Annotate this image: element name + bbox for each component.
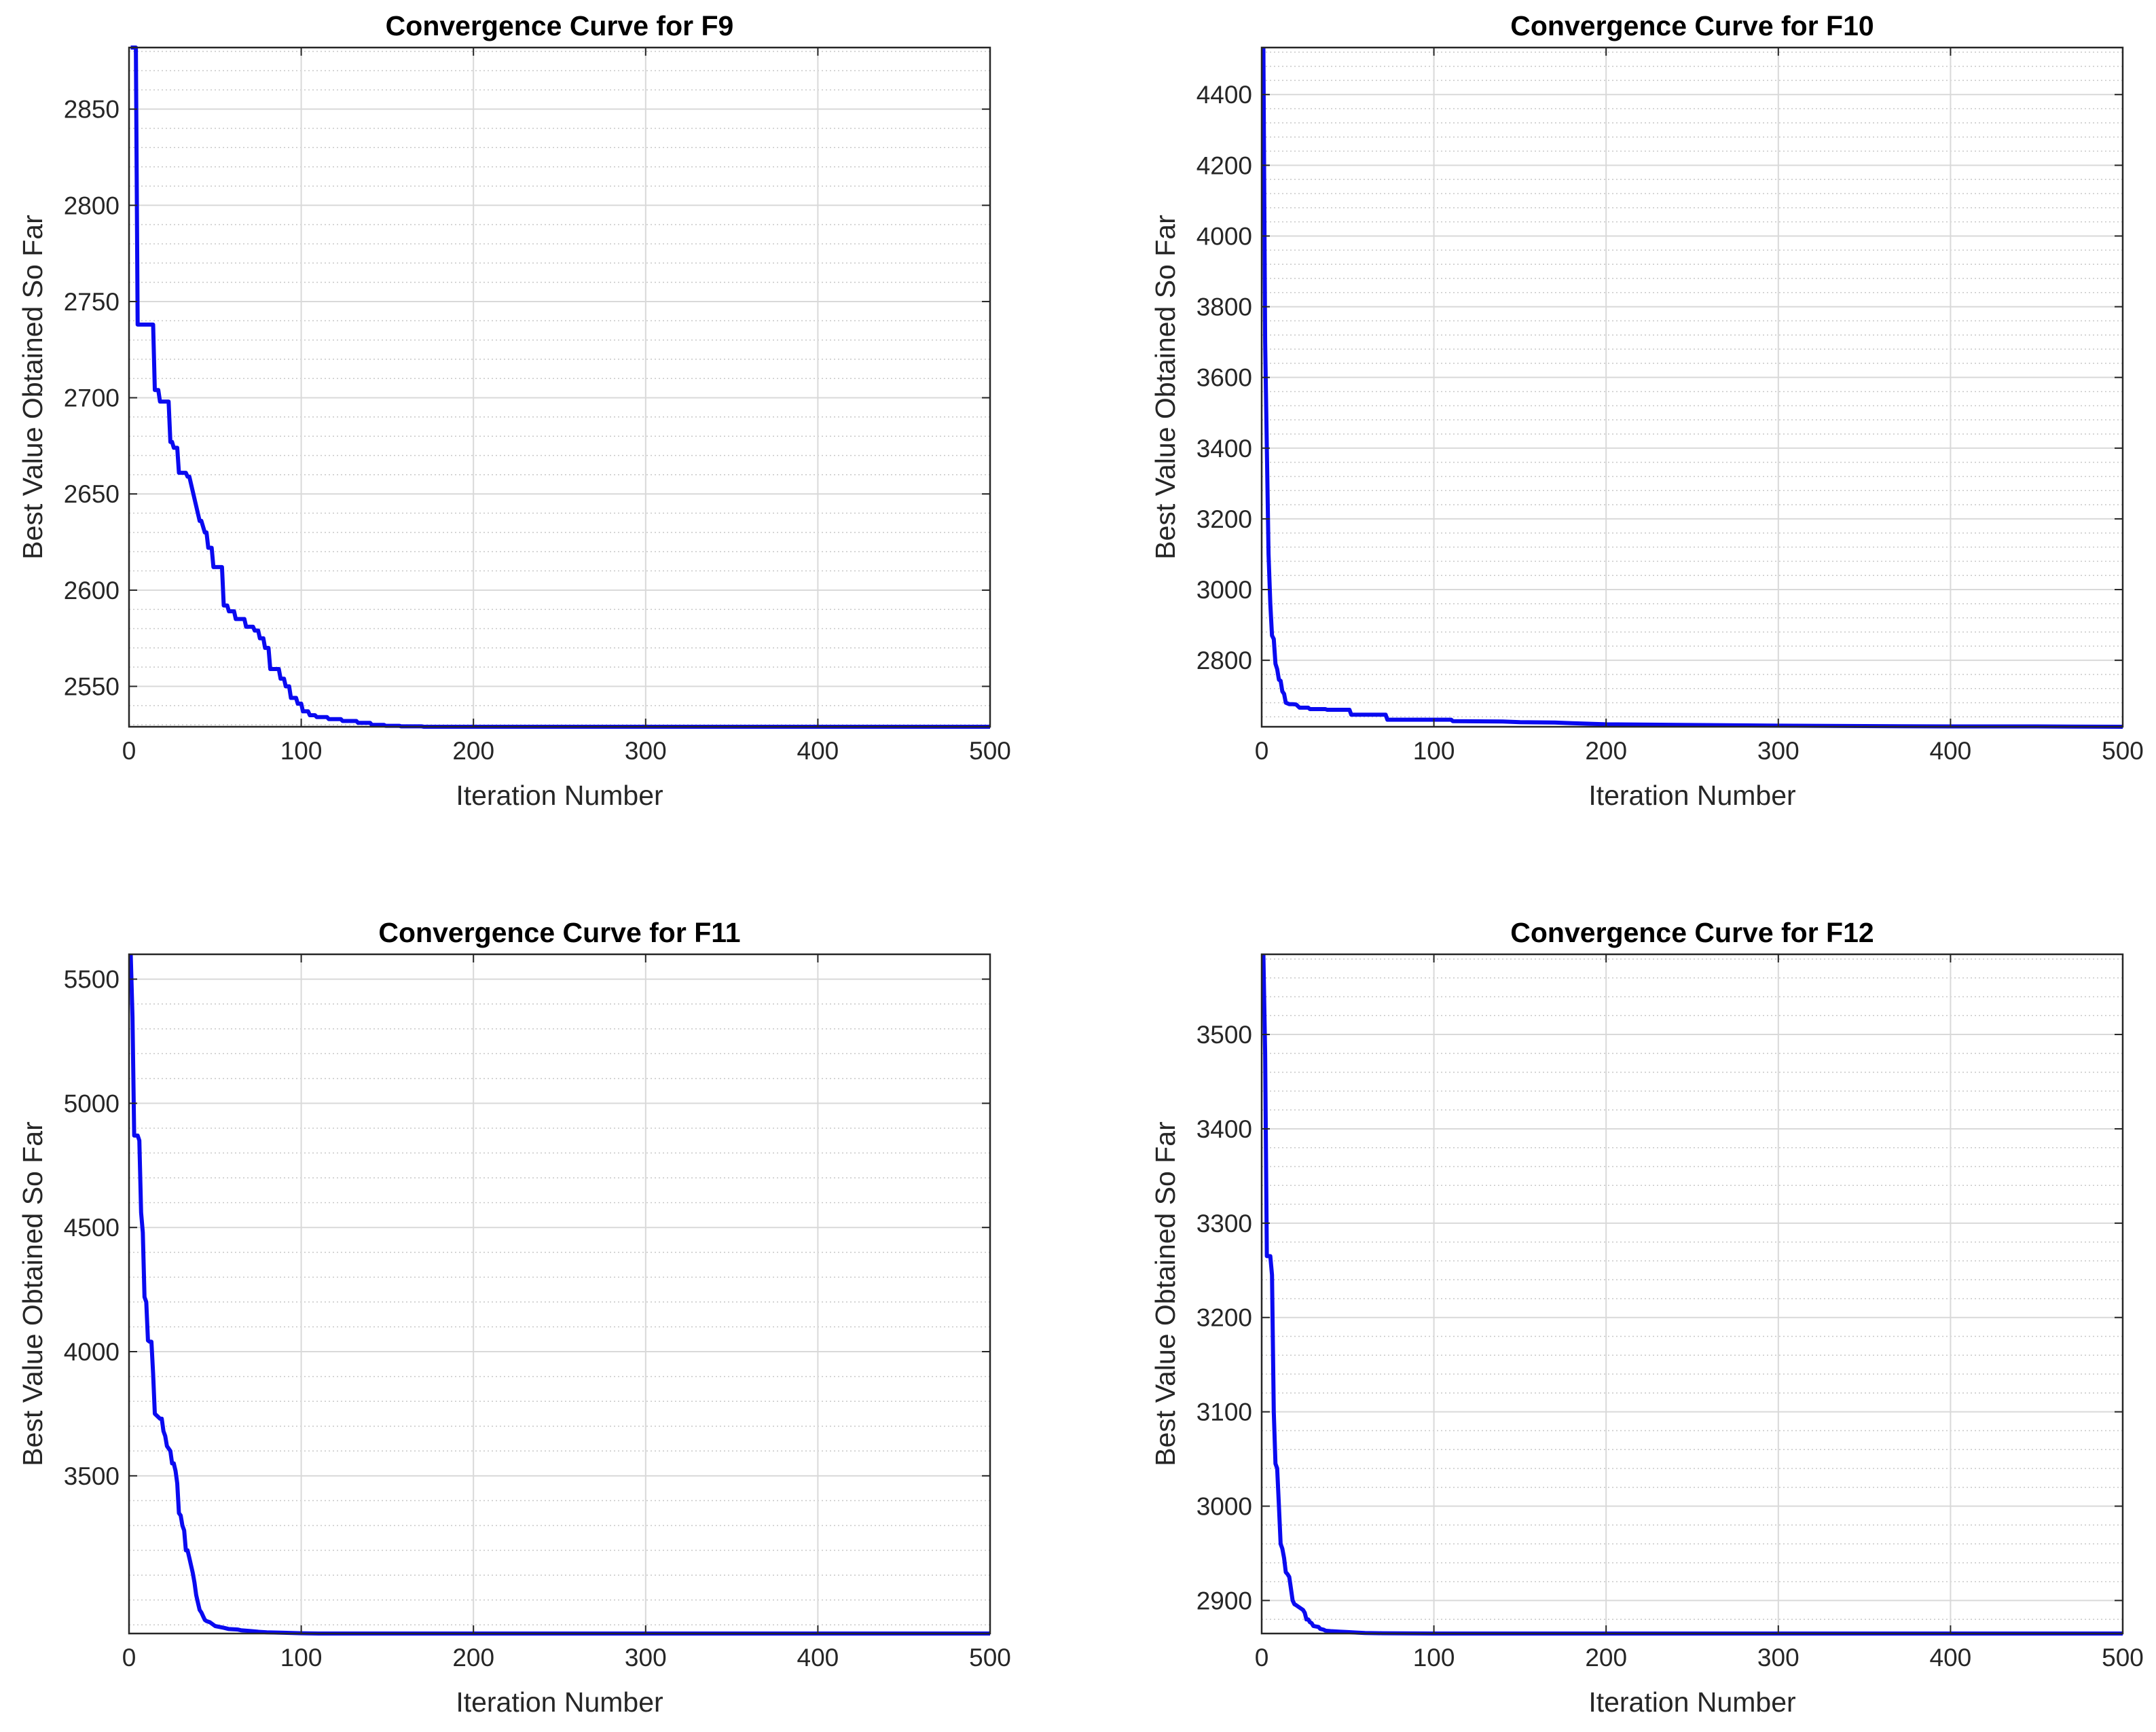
y-axis-label: Best Value Obtained So Far <box>17 215 48 559</box>
y-tick-label: 3300 <box>1196 1210 1252 1238</box>
plot-area <box>129 48 990 727</box>
grid <box>1261 954 2123 1634</box>
y-tick-label: 3200 <box>1196 1304 1252 1332</box>
y-tick-label: 2900 <box>1196 1587 1252 1614</box>
x-axis-label: Iteration Number <box>1588 1686 1795 1718</box>
x-tick-label: 0 <box>1255 737 1269 765</box>
chart-f11: 0 100 200 300 400 500 3500 4000 4500 5000 5500 Con… <box>17 917 1011 1718</box>
x-tick-label: 500 <box>2102 737 2144 765</box>
plot-frame <box>128 46 991 728</box>
chart-f12: 0 100 200 300 400 500 2900 3000 3100 3200 3300 3400… <box>1150 917 2144 1718</box>
y-axis-label: Best Value Obtained So Far <box>17 1121 48 1466</box>
y-tick-label: 4200 <box>1196 151 1252 179</box>
chart-f10: 0 100 200 300 400 500 2800 3000 3200 3400 3600 3800… <box>1150 10 2144 811</box>
y-tick-label: 2550 <box>64 673 120 701</box>
y-tick-label: 2650 <box>64 480 120 508</box>
y-tick-label: 2600 <box>64 577 120 605</box>
y-tick-label: 3600 <box>1196 364 1252 392</box>
grid <box>128 48 991 727</box>
grid <box>128 954 991 1634</box>
x-tick-label: 300 <box>1757 1644 1799 1672</box>
y-tick-label: 5000 <box>64 1089 120 1117</box>
y-tick-label: 2850 <box>64 96 120 124</box>
x-tick-label: 100 <box>280 737 323 765</box>
series-line <box>128 954 990 1636</box>
ticks: 0 100 200 300 400 500 2800 3000 3200 3400 3600 3800… <box>1196 48 2144 765</box>
y-tick-label: 5500 <box>64 966 120 994</box>
x-tick-label: 200 <box>452 737 494 765</box>
x-tick-label: 500 <box>969 737 1011 765</box>
x-tick-label: 400 <box>1930 737 1972 765</box>
y-tick-label: 3100 <box>1196 1399 1252 1426</box>
y-tick-label: 4500 <box>64 1214 120 1242</box>
plot-frame <box>128 953 991 1635</box>
chart-title: Convergence Curve for F10 <box>1510 10 1874 41</box>
y-tick-label: 2800 <box>64 192 120 219</box>
x-tick-label: 100 <box>1413 737 1455 765</box>
y-tick-label: 3400 <box>1196 1115 1252 1143</box>
x-tick-label: 200 <box>1585 1644 1627 1672</box>
x-tick-label: 400 <box>797 1644 839 1672</box>
x-tick-label: 300 <box>1757 737 1799 765</box>
x-tick-label: 0 <box>122 1644 136 1672</box>
y-tick-label: 3000 <box>1196 576 1252 604</box>
x-axis-label: Iteration Number <box>456 1686 663 1718</box>
plot-frame <box>1260 46 2124 728</box>
y-tick-label: 4000 <box>64 1338 120 1366</box>
y-tick-label: 4000 <box>1196 222 1252 250</box>
x-tick-label: 100 <box>1413 1644 1455 1672</box>
x-tick-label: 100 <box>280 1644 323 1672</box>
plot-area <box>129 954 990 1634</box>
y-tick-label: 3000 <box>1196 1493 1252 1521</box>
x-tick-label: 500 <box>969 1644 1011 1672</box>
x-tick-label: 400 <box>797 737 839 765</box>
y-tick-label: 3500 <box>64 1462 120 1490</box>
x-tick-label: 200 <box>452 1644 494 1672</box>
y-tick-label: 3500 <box>1196 1021 1252 1049</box>
chart-title: Convergence Curve for F11 <box>378 917 740 948</box>
x-tick-label: 0 <box>122 737 136 765</box>
y-axis-label: Best Value Obtained So Far <box>1150 1121 1181 1466</box>
y-tick-label: 3800 <box>1196 293 1252 321</box>
x-tick-label: 300 <box>625 1644 667 1672</box>
x-axis-label: Iteration Number <box>1588 780 1795 811</box>
chart-f9: 0 100 200 300 400 500 2550 2600 2650 2700 2750 2800… <box>17 10 1011 811</box>
series-line <box>130 46 990 729</box>
plot-area <box>1262 954 2123 1634</box>
y-axis-label: Best Value Obtained So Far <box>1150 215 1181 559</box>
ticks: 0 100 200 300 400 500 3500 4000 4500 5000 5500 <box>64 954 1011 1672</box>
series-line <box>1261 47 2123 729</box>
ticks: 0 100 200 300 400 500 2900 3000 3100 3200 3300 3400… <box>1196 954 2144 1672</box>
x-tick-label: 200 <box>1585 737 1627 765</box>
plot-area <box>1262 48 2123 727</box>
y-tick-label: 2800 <box>1196 647 1252 674</box>
chart-title: Convergence Curve for F12 <box>1510 917 1874 948</box>
x-tick-label: 400 <box>1930 1644 1972 1672</box>
plot-frame <box>1260 953 2124 1635</box>
y-tick-label: 4400 <box>1196 81 1252 109</box>
x-tick-label: 300 <box>625 737 667 765</box>
y-tick-label: 2750 <box>64 288 120 316</box>
y-tick-label: 2700 <box>64 384 120 412</box>
x-axis-label: Iteration Number <box>456 780 663 811</box>
x-tick-label: 0 <box>1255 1644 1269 1672</box>
y-tick-label: 3200 <box>1196 505 1252 533</box>
y-tick-label: 3400 <box>1196 435 1252 463</box>
chart-title: Convergence Curve for F9 <box>386 10 734 41</box>
x-tick-label: 500 <box>2102 1644 2144 1672</box>
ticks: 0 100 200 300 400 500 2550 2600 2650 2700 2750 2800… <box>64 48 1011 765</box>
